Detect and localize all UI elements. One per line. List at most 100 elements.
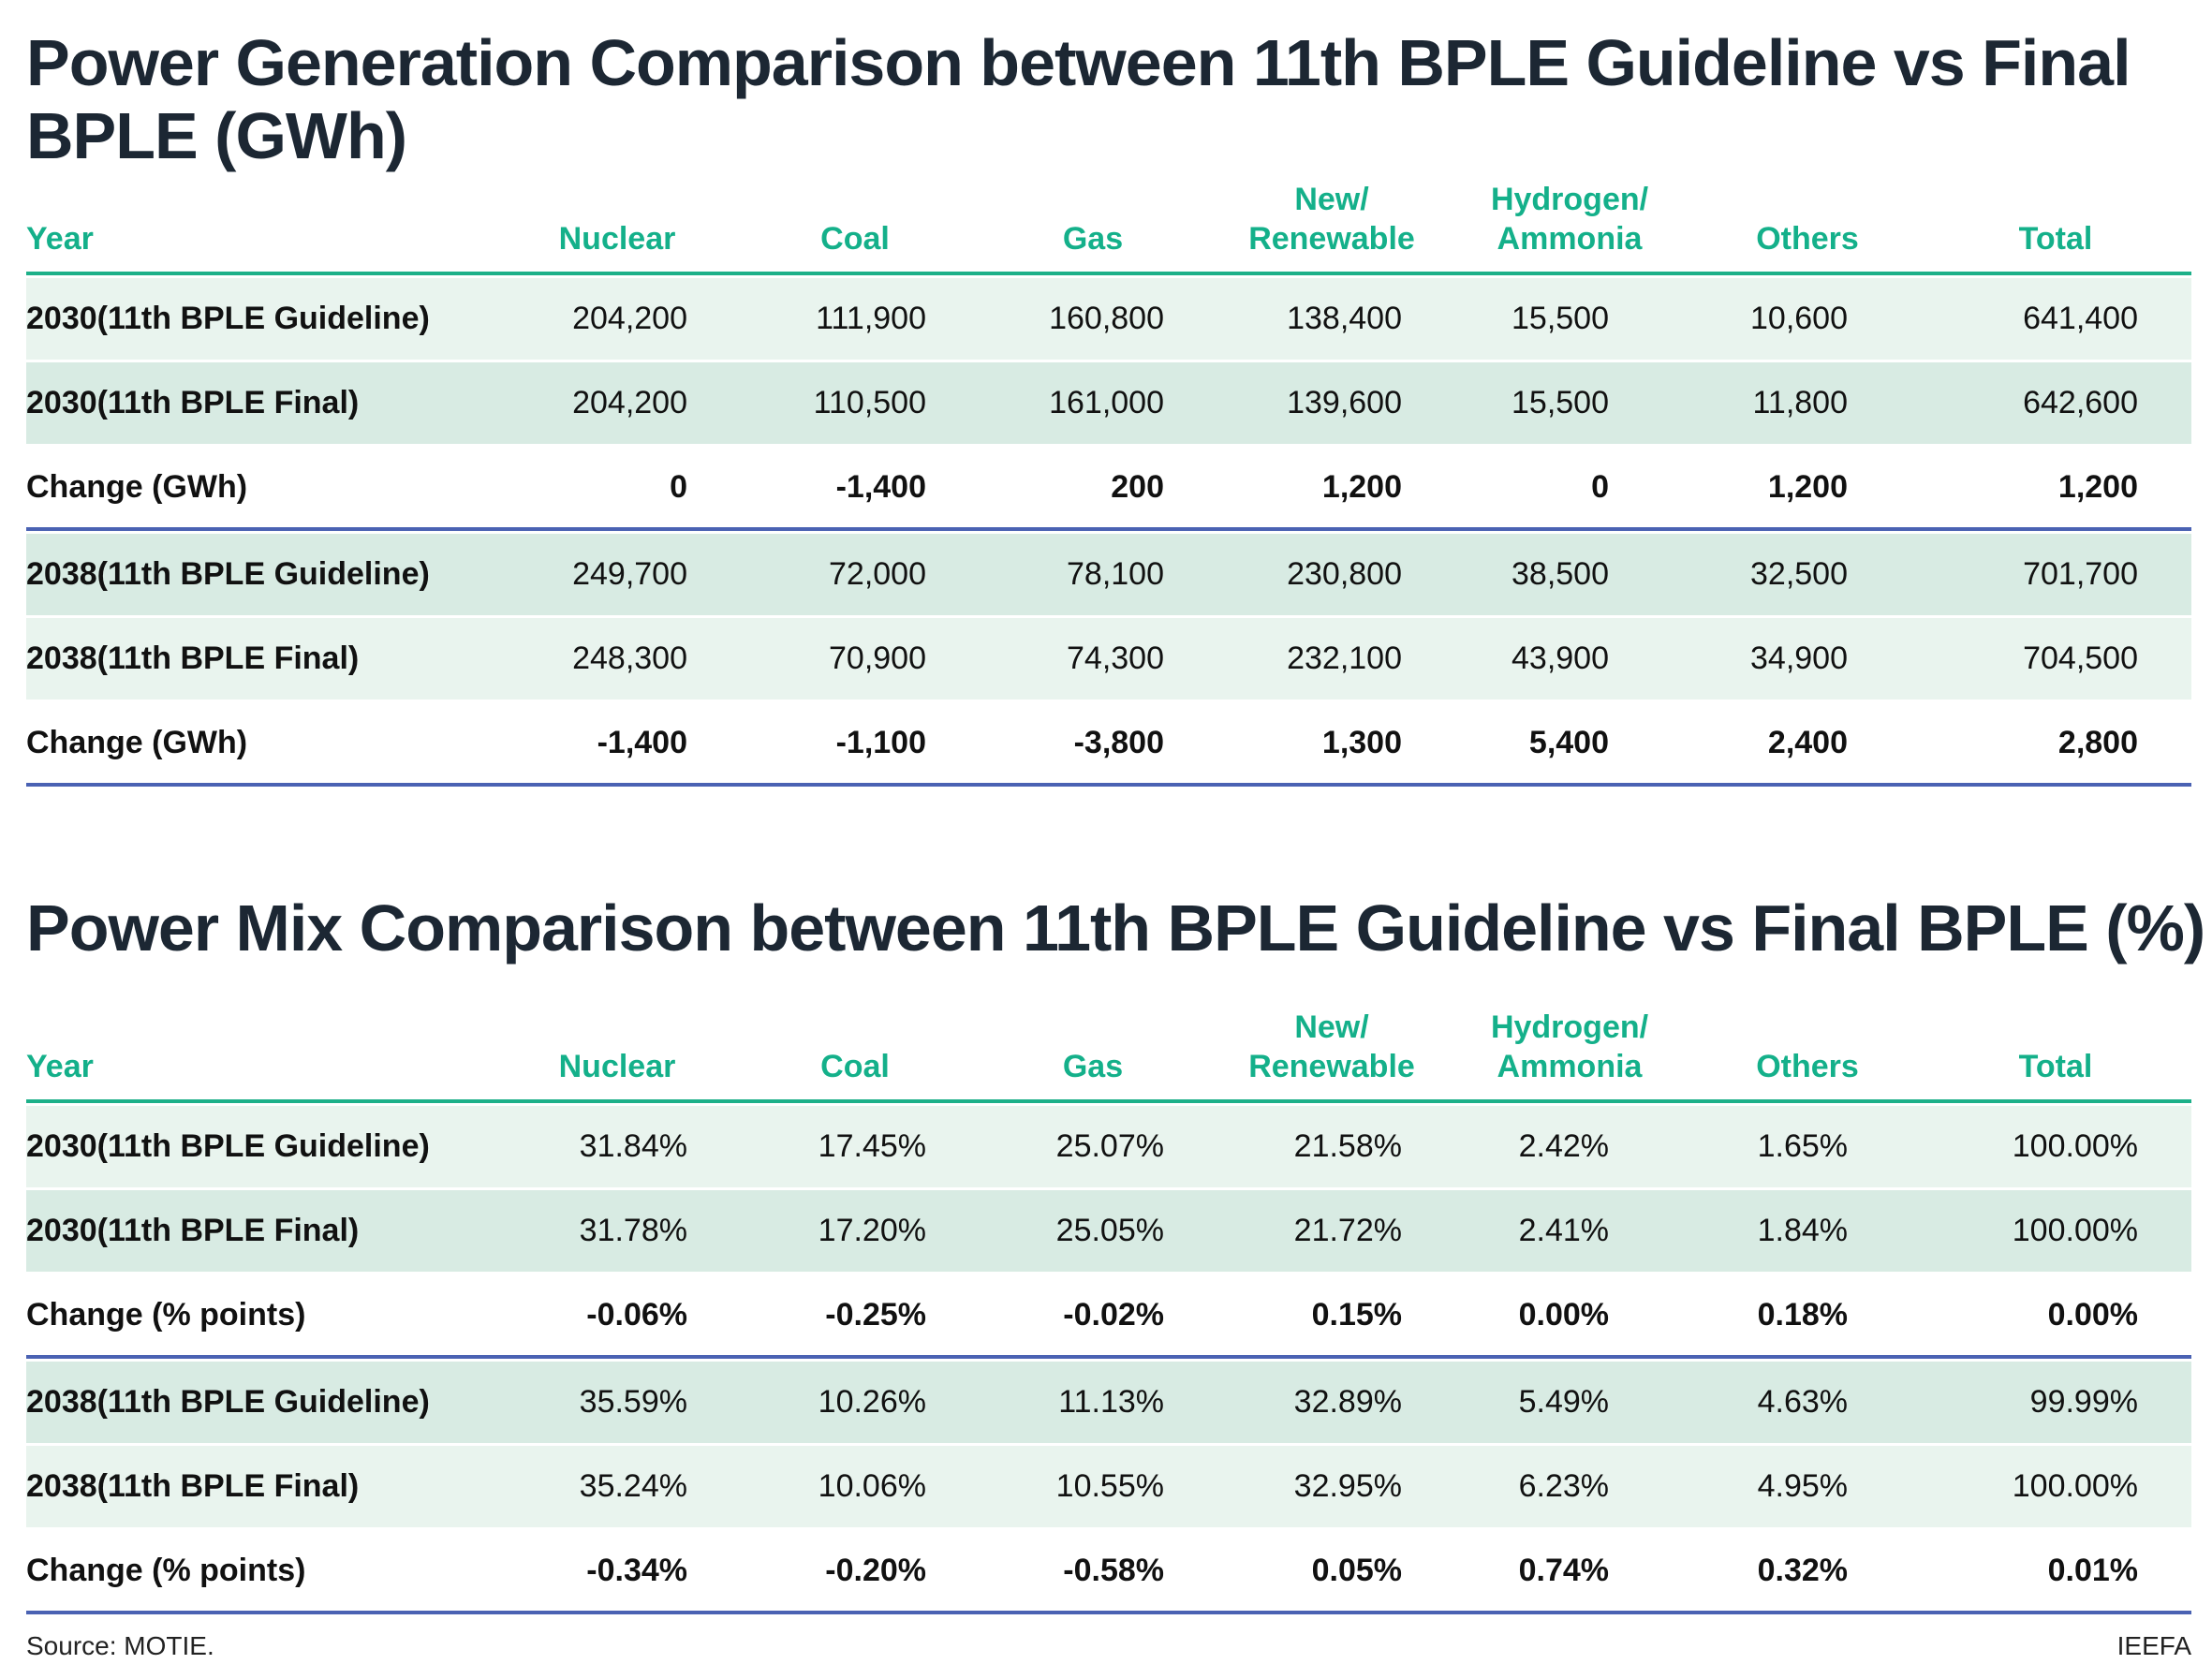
row-label: Change (% points) xyxy=(26,1297,306,1333)
table-cell: 111,900 xyxy=(816,301,926,336)
table-row: Change (GWh) 0 -1,400 200 1,200 0 1,200 1,200 xyxy=(26,447,2191,531)
table-cell: 78,100 xyxy=(1067,556,1164,592)
table-cell: -1,400 xyxy=(597,725,687,760)
table-cell: -0.34% xyxy=(586,1553,687,1588)
table-cell: 642,600 xyxy=(2023,385,2138,420)
table-2-title: Power Mix Comparison between 11th BPLE G… xyxy=(26,891,2205,965)
table-cell: 31.84% xyxy=(579,1128,687,1164)
column-header: Hydrogen/Ammonia xyxy=(1490,1009,1649,1084)
table-row: 2038(11th BPLE Guideline) 249,700 72,000 78… xyxy=(26,534,2191,615)
table-cell: 100.00% xyxy=(2012,1213,2138,1248)
table-cell: 100.00% xyxy=(2012,1468,2138,1504)
table-row: Change (% points) -0.06% -0.25% -0.02% 0.15%… xyxy=(26,1274,2191,1359)
table-cell: 204,200 xyxy=(572,385,687,420)
table-cell: 32.89% xyxy=(1293,1384,1402,1420)
table-cell: 2,800 xyxy=(2057,725,2138,760)
table-cell: 704,500 xyxy=(2023,641,2138,676)
row-label: Change (% points) xyxy=(26,1553,306,1588)
table-cell: -1,400 xyxy=(835,469,926,505)
table-cell: 99.99% xyxy=(2029,1384,2138,1420)
column-header: Year xyxy=(26,221,94,257)
table-cell: 5,400 xyxy=(1528,725,1609,760)
table-cell: 4.63% xyxy=(1757,1384,1848,1420)
table-cell: 10.06% xyxy=(818,1468,926,1504)
table-row: 2038(11th BPLE Guideline) 35.59% 10.26% 11.… xyxy=(26,1362,2191,1443)
mix-table: Year Nuclear Coal Gas New/Renewable Hydrogen/… xyxy=(26,1008,2191,1614)
table-cell: 25.05% xyxy=(1055,1213,1164,1248)
table-cell: 0 xyxy=(670,469,687,505)
table-cell: 34,900 xyxy=(1750,641,1848,676)
table-header: Year Nuclear Coal Gas New/Renewable Hydrogen/… xyxy=(26,180,2191,275)
table-row: Change (% points) -0.34% -0.20% -0.58% 0.05%… xyxy=(26,1530,2191,1614)
table-cell: 11.13% xyxy=(1058,1384,1164,1420)
column-header: Gas xyxy=(1062,221,1124,257)
column-header: New/Renewable xyxy=(1248,1009,1415,1084)
column-header: Coal xyxy=(820,221,890,257)
table-cell: 6.23% xyxy=(1518,1468,1609,1504)
column-header: Nuclear xyxy=(558,221,676,257)
table-cell: 21.58% xyxy=(1293,1128,1402,1164)
row-label: 2038(11th BPLE Guideline) xyxy=(26,556,430,592)
row-label: 2038(11th BPLE Guideline) xyxy=(26,1384,430,1420)
row-label: Change (GWh) xyxy=(26,725,248,760)
table-cell: 0.00% xyxy=(2047,1297,2138,1333)
column-header: Coal xyxy=(820,1049,890,1084)
table-row: 2030(11th BPLE Guideline) 204,200 111,900 1… xyxy=(26,278,2191,360)
table-cell: 1.65% xyxy=(1757,1128,1848,1164)
row-label: 2030(11th BPLE Guideline) xyxy=(26,1128,430,1164)
table-cell: 10.55% xyxy=(1055,1468,1164,1504)
table-cell: 0.15% xyxy=(1311,1297,1402,1333)
table-cell: -0.06% xyxy=(586,1297,687,1333)
column-header: New/Renewable xyxy=(1248,182,1415,257)
table-cell: 641,400 xyxy=(2023,301,2138,336)
row-label: 2038(11th BPLE Final) xyxy=(26,1468,360,1504)
table-cell: 249,700 xyxy=(572,556,687,592)
table-cell: 35.59% xyxy=(579,1384,687,1420)
table-cell: 139,600 xyxy=(1287,385,1402,420)
row-label: 2030(11th BPLE Final) xyxy=(26,1213,360,1248)
table-cell: 5.49% xyxy=(1518,1384,1609,1420)
table-cell: 0.74% xyxy=(1518,1553,1609,1588)
table-cell: -3,800 xyxy=(1073,725,1164,760)
table-row: 2030(11th BPLE Guideline) 31.84% 17.45% 25.… xyxy=(26,1106,2191,1187)
table-cell: 43,900 xyxy=(1512,641,1609,676)
table-cell: 38,500 xyxy=(1512,556,1609,592)
table-header: Year Nuclear Coal Gas New/Renewable Hydrogen/… xyxy=(26,1008,2191,1103)
table-cell: 15,500 xyxy=(1512,301,1609,336)
table-1-title: Power Generation Comparison between 11th… xyxy=(26,26,2131,172)
table-cell: 31.78% xyxy=(579,1213,687,1248)
table-cell: 0.05% xyxy=(1311,1553,1402,1588)
table-cell: 230,800 xyxy=(1287,556,1402,592)
table-cell: 2.41% xyxy=(1518,1213,1609,1248)
table-cell: 4.95% xyxy=(1757,1468,1848,1504)
table-cell: 25.07% xyxy=(1055,1128,1164,1164)
table-cell: 35.24% xyxy=(579,1468,687,1504)
table-cell: 110,500 xyxy=(813,385,926,420)
table-cell: -0.25% xyxy=(825,1297,926,1333)
table-cell: 0.18% xyxy=(1757,1297,1848,1333)
table-cell: 32.95% xyxy=(1293,1468,1402,1504)
table-cell: 138,400 xyxy=(1287,301,1402,336)
brand-label: IEEFA xyxy=(2116,1631,2191,1660)
table-cell: 232,100 xyxy=(1287,641,1402,676)
table-cell: 10,600 xyxy=(1750,301,1848,336)
table-cell: 72,000 xyxy=(829,556,926,592)
table-cell: 17.45% xyxy=(818,1128,926,1164)
table-cell: 21.72% xyxy=(1293,1213,1402,1248)
column-header: Year xyxy=(26,1049,94,1084)
table-cell: -0.58% xyxy=(1063,1553,1164,1588)
table-cell: 200 xyxy=(1111,469,1164,505)
table-cell: 11,800 xyxy=(1752,385,1848,420)
column-header: Total xyxy=(2018,221,2093,257)
table-cell: 1,200 xyxy=(2057,469,2138,505)
table-cell: -1,100 xyxy=(835,725,926,760)
table-cell: -0.20% xyxy=(825,1553,926,1588)
table-cell: 0 xyxy=(1591,469,1609,505)
table-cell: 0.00% xyxy=(1518,1297,1609,1333)
table-cell: 1,300 xyxy=(1321,725,1402,760)
column-header: Others xyxy=(1756,221,1859,257)
table-cell: 160,800 xyxy=(1049,301,1164,336)
column-header: Total xyxy=(2018,1049,2093,1084)
table-cell: 2.42% xyxy=(1518,1128,1609,1164)
table-row: 2030(11th BPLE Final) 204,200 110,500 161,0… xyxy=(26,362,2191,444)
